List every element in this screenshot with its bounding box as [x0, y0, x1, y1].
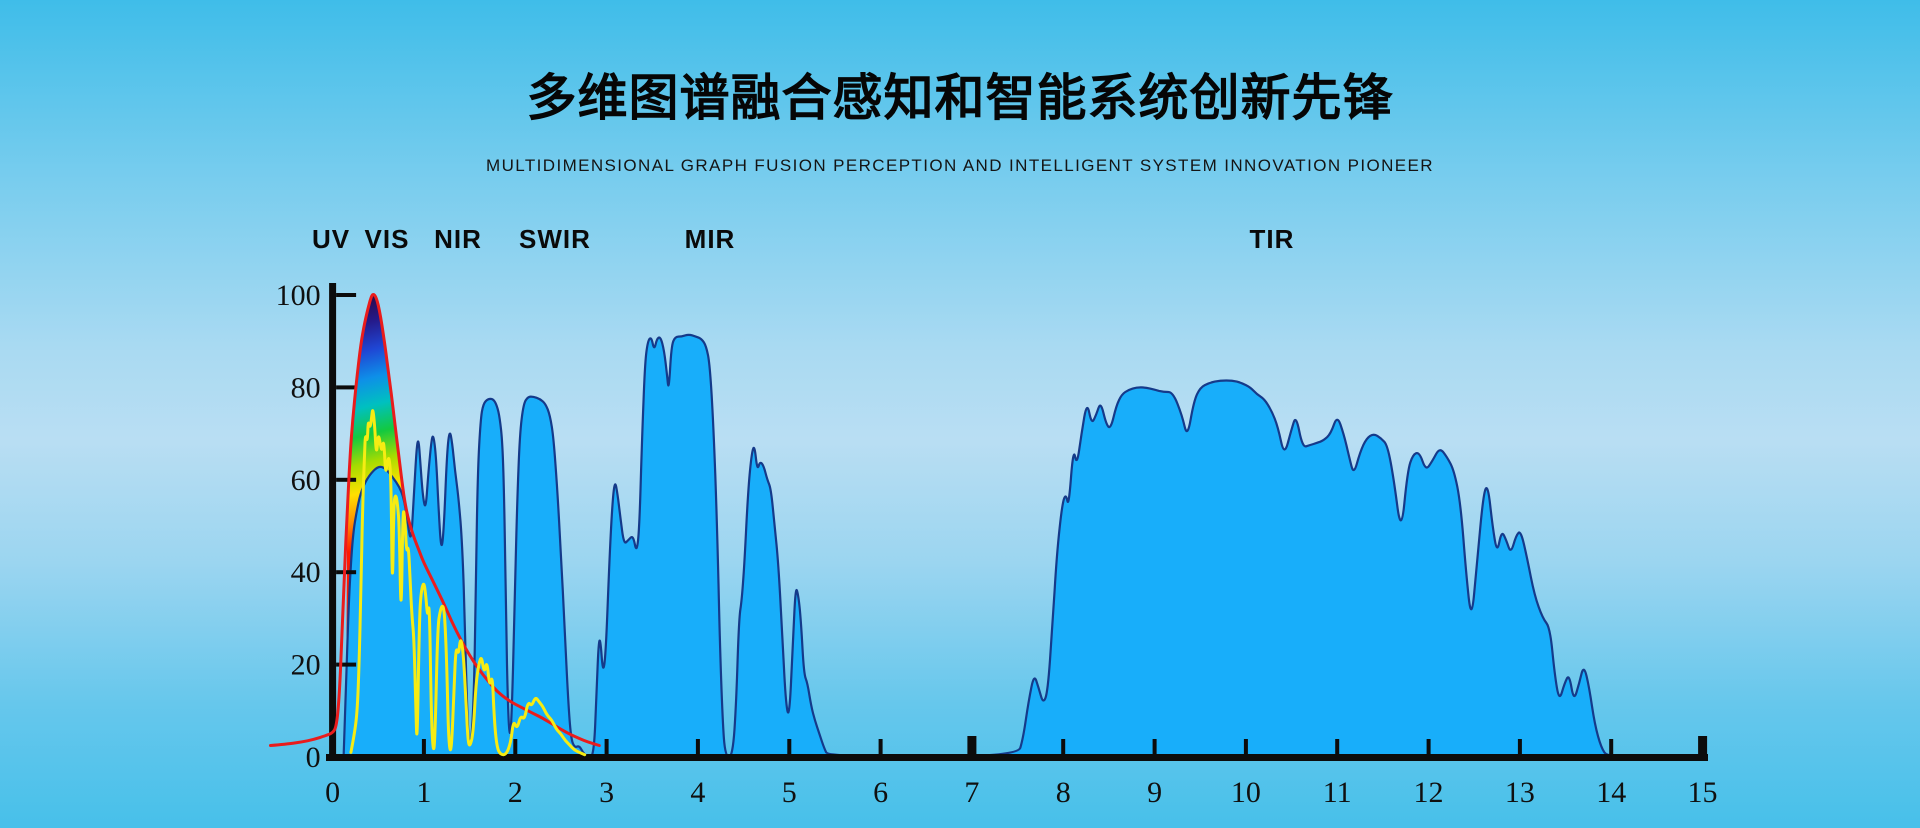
x-tick-label: 0 — [325, 776, 340, 809]
x-tick-label: 4 — [690, 776, 705, 809]
x-tick-label: 10 — [1231, 776, 1261, 809]
atmosphere-windows-area — [343, 334, 1703, 757]
x-tick — [1152, 739, 1157, 754]
y-tick — [336, 477, 357, 482]
atmosphere-windows-outline — [342, 333, 1703, 759]
x-tick — [878, 739, 883, 754]
band-label-vis: VIS — [364, 224, 410, 254]
x-tick-label: 7 — [964, 776, 979, 809]
page-title: 多维图谱融合感知和智能系统创新先锋 — [526, 70, 1394, 126]
x-tick-label: 11 — [1323, 776, 1352, 809]
x-tick — [513, 739, 518, 754]
x-tick — [1609, 739, 1614, 754]
y-tick-label: 80 — [291, 371, 321, 404]
x-tick-label: 1 — [416, 776, 431, 809]
x-tick-label: 5 — [782, 776, 797, 809]
band-label-uv: UV — [311, 224, 351, 254]
y-tick-label: 60 — [291, 464, 321, 497]
x-tick — [1426, 739, 1431, 754]
x-tick-label: 13 — [1505, 776, 1535, 809]
solar-spectrum-curve — [349, 409, 587, 757]
x-tick — [695, 739, 700, 754]
x-tick-label: 9 — [1147, 776, 1162, 809]
y-axis-line — [329, 283, 337, 761]
y-tick — [336, 662, 357, 667]
x-axis-line — [326, 754, 1708, 761]
x-tick-label: 6 — [873, 776, 888, 809]
y-tick-label: 40 — [291, 556, 321, 589]
x-tick — [330, 739, 335, 754]
y-tick — [336, 385, 357, 390]
x-tick — [1243, 739, 1248, 754]
x-tick-label: 2 — [508, 776, 523, 809]
x-tick-label: 12 — [1414, 776, 1444, 809]
x-tick-label: 14 — [1596, 776, 1626, 809]
blackbody-curve — [269, 293, 601, 747]
x-tick — [1517, 739, 1522, 754]
x-tick — [967, 736, 977, 754]
page-subtitle: MULTIDIMENSIONAL GRAPH FUSION PERCEPTION… — [486, 156, 1434, 175]
visible-spectrum-rainbow — [346, 294, 404, 674]
x-tick — [1061, 739, 1066, 754]
band-label-mir: MIR — [684, 224, 736, 254]
x-tick-label: 3 — [599, 776, 614, 809]
y-tick-label: 0 — [306, 741, 321, 774]
y-tick — [336, 293, 357, 297]
x-tick-label: 8 — [1056, 776, 1071, 809]
y-tick-label: 20 — [291, 649, 321, 682]
x-tick-label: 15 — [1688, 776, 1718, 809]
band-label-nir: NIR — [434, 224, 482, 254]
band-label-tir: TIR — [1249, 224, 1295, 254]
x-tick — [604, 739, 609, 754]
x-tick — [421, 739, 426, 754]
x-tick — [1698, 736, 1708, 754]
band-label-swir: SWIR — [519, 224, 591, 254]
x-tick — [1335, 739, 1340, 754]
y-tick — [336, 570, 357, 575]
x-tick — [787, 739, 792, 754]
y-tick-label: 100 — [276, 279, 321, 312]
